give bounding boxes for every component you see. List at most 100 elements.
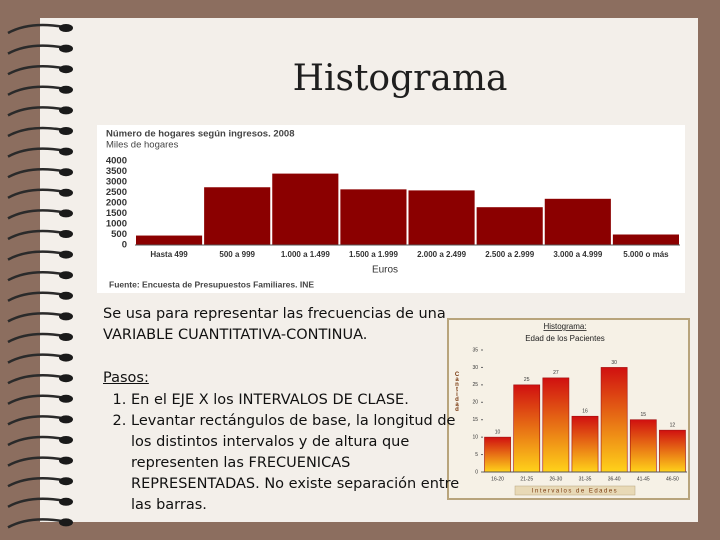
x-label-band [514, 485, 636, 496]
spiral-wire [7, 291, 65, 302]
spiral-hole [59, 271, 73, 280]
x-tick-label: 46-50 [666, 476, 679, 482]
y-tick-label: 2500 [106, 187, 127, 198]
spiral-wire [7, 126, 65, 138]
spiral-hole [59, 127, 73, 135]
spiral-wire [7, 456, 65, 467]
spiral-hole [59, 312, 73, 321]
spiral-hole [59, 415, 73, 424]
value-label: 27 [553, 370, 559, 376]
bar [659, 429, 686, 473]
spiral-wire [7, 394, 65, 405]
bar [484, 436, 511, 473]
spiral-hole [59, 65, 73, 74]
spiral-wire [7, 497, 65, 508]
bar [408, 190, 475, 245]
spiral-wire [7, 415, 65, 426]
x-tick-label: 2.500 a 2.999 [485, 250, 534, 259]
y-tick-label: 25 [472, 382, 478, 388]
y-tick-label: 2000 [106, 198, 127, 209]
source-note: Fuente: Encuesta de Presupuestos Familia… [109, 279, 314, 289]
spiral-wire [7, 312, 65, 323]
value-label: 10 [495, 429, 501, 435]
slide-title: Histograma [292, 58, 508, 99]
spiral-wire [7, 64, 65, 76]
spiral-hole [59, 209, 73, 218]
bar [571, 415, 599, 473]
x-tick-label: 5.000 o más [623, 250, 669, 259]
x-tick-label: 3.000 a 4.999 [553, 250, 602, 259]
spiral-wire [7, 167, 65, 179]
x-tick-label: 26-30 [549, 476, 562, 482]
spiral-wire [7, 85, 65, 96]
spiral-wire [7, 518, 65, 529]
chart-subtitle: Miles de hogares [106, 140, 179, 151]
bar [136, 235, 203, 245]
y-tick-label: 30 [472, 365, 478, 371]
spiral-hole [59, 147, 73, 156]
steps-heading: Pasos: [103, 370, 149, 386]
bar [600, 367, 628, 473]
income-chart: Número de hogares según ingresos. 2008Mi… [97, 125, 685, 293]
y-axis-label: Cantidad [454, 372, 460, 412]
y-tick-label: 4000 [106, 156, 127, 167]
spiral-wire [7, 23, 65, 35]
y-tick-label: 20 [472, 400, 478, 406]
x-tick-label: 2.000 a 2.499 [417, 250, 466, 259]
y-tick-label: 1500 [106, 208, 127, 219]
chart-title: Número de hogares según ingresos. 2008 [106, 129, 294, 140]
x-tick-label: 31-35 [579, 476, 592, 482]
spiral-hole [59, 250, 73, 259]
value-label: 15 [641, 412, 647, 418]
bar [272, 173, 339, 245]
spiral-hole [59, 394, 73, 403]
value-label: 12 [670, 422, 676, 428]
spiral-hole [59, 106, 73, 115]
spiral-wire [7, 188, 65, 199]
spiral-hole [59, 353, 73, 362]
x-axis-label: Euros [372, 265, 398, 276]
bar [612, 234, 679, 245]
x-tick-label: 1.500 a 1.999 [349, 250, 398, 259]
value-label: 30 [611, 360, 617, 366]
spiral-hole [59, 374, 73, 383]
y-tick-label: 10 [472, 434, 478, 440]
value-label: 25 [524, 377, 530, 383]
bar [204, 187, 271, 245]
spiral-wire [7, 373, 65, 385]
spiral-hole [59, 44, 73, 53]
x-axis-label: Intervalos de Edades [532, 489, 618, 495]
x-tick-label: 41-45 [637, 476, 650, 482]
steps-list: En el EJE X los INTERVALOS DE CLASE. Lev… [103, 390, 466, 516]
spiral-wire [7, 229, 65, 241]
bar [542, 377, 570, 473]
spiral-hole [59, 230, 73, 238]
spiral-wire [7, 44, 65, 55]
bar [340, 189, 407, 245]
spiral-hole [59, 85, 73, 94]
spiral-hole [59, 24, 73, 32]
y-tick-label: 1000 [106, 219, 127, 230]
step: En el EJE X los INTERVALOS DE CLASE. [131, 390, 466, 411]
y-tick-label: 500 [111, 229, 127, 240]
spiral-wire [7, 435, 65, 447]
y-tick-label: 0 [122, 240, 127, 251]
bar [513, 384, 541, 473]
y-tick-label: 15 [472, 417, 478, 423]
spiral-hole [59, 333, 73, 341]
x-tick-label: 21-25 [520, 476, 533, 482]
spiral-binding [7, 23, 73, 529]
y-tick-label: 3000 [106, 177, 127, 188]
spiral-hole [59, 291, 73, 300]
spiral-hole [59, 436, 73, 444]
y-tick-label: 0 [475, 469, 478, 475]
spiral-hole [59, 168, 73, 177]
spiral-wire [7, 332, 65, 344]
spiral-hole [59, 456, 73, 465]
y-tick-label: 5 [475, 452, 478, 458]
spiral-wire [7, 147, 65, 158]
bar [476, 207, 543, 245]
bar [544, 198, 611, 245]
spiral-wire [7, 476, 65, 488]
